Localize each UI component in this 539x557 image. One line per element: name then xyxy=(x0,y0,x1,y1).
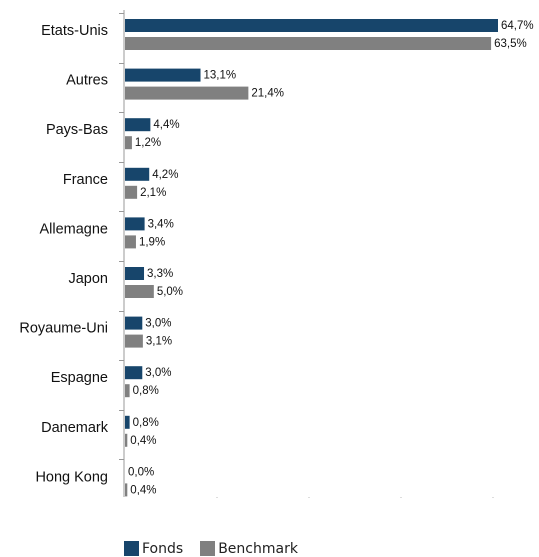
bar-benchmark xyxy=(125,86,249,100)
category-label: Danemark xyxy=(41,420,109,436)
bar-benchmark xyxy=(125,384,130,398)
bars xyxy=(125,19,498,497)
bar-benchmark xyxy=(125,37,492,50)
bar-benchmark xyxy=(125,136,132,150)
data-label: 3,3% xyxy=(147,268,173,280)
legend-item-benchmark: Benchmark xyxy=(200,541,298,557)
bar-benchmark xyxy=(125,285,154,298)
bar-benchmark xyxy=(125,483,128,497)
data-label: 3,0% xyxy=(145,367,171,379)
bar-fonds xyxy=(125,316,143,330)
legend-label-fonds: Fonds xyxy=(142,540,184,557)
bar-fonds xyxy=(125,415,130,429)
data-label: 0,8% xyxy=(133,385,159,397)
legend-label-benchmark: Benchmark xyxy=(218,540,298,557)
category-label: Japon xyxy=(68,271,108,287)
bar-benchmark xyxy=(125,235,136,249)
bar-benchmark xyxy=(125,185,138,199)
legend: Fonds Benchmark xyxy=(124,540,315,557)
data-label: 3,1% xyxy=(146,336,172,348)
bar-fonds xyxy=(125,167,150,181)
bar-benchmark xyxy=(125,433,128,447)
category-label: Autres xyxy=(66,73,108,89)
category-label: Hong Kong xyxy=(35,469,108,485)
bar-fonds xyxy=(125,217,145,231)
legend-item-fonds: Fonds xyxy=(124,541,183,557)
data-label: 3,4% xyxy=(148,218,174,230)
bar-fonds xyxy=(125,118,151,132)
data-label: 2,1% xyxy=(140,187,166,199)
category-label: Etats-Unis xyxy=(41,23,108,39)
category-label: Pays-Bas xyxy=(46,122,108,138)
bar-fonds xyxy=(125,68,201,82)
data-label: 0,4% xyxy=(130,435,156,447)
category-label: France xyxy=(63,172,108,188)
data-label: 64,7% xyxy=(501,20,534,32)
data-label: 4,2% xyxy=(152,169,178,181)
labels: Etats-Unis 64,7% 63,5% Autres 13,1% 21,4% Pays… xyxy=(19,20,533,496)
bar-benchmark xyxy=(125,334,143,348)
axis xyxy=(119,10,494,498)
data-label: 1,2% xyxy=(135,137,161,149)
category-label: Allemagne xyxy=(39,221,108,237)
bar-fonds xyxy=(125,267,145,280)
data-label: 3,0% xyxy=(145,318,171,330)
data-label: 0,8% xyxy=(133,417,159,429)
data-label: 4,4% xyxy=(153,119,179,131)
legend-swatch-benchmark xyxy=(200,541,216,556)
bar-fonds xyxy=(125,366,143,380)
data-label: 21,4% xyxy=(251,88,284,100)
data-label: 5,0% xyxy=(157,286,183,298)
data-label: 0,0% xyxy=(128,466,154,478)
data-label: 63,5% xyxy=(494,38,527,50)
data-label: 1,9% xyxy=(139,236,165,248)
data-label: 0,4% xyxy=(130,484,156,496)
bar-fonds xyxy=(125,19,498,32)
data-label: 13,1% xyxy=(204,70,237,82)
category-label: Royaume-Uni xyxy=(19,321,108,337)
category-label: Espagne xyxy=(51,370,108,386)
legend-swatch-fonds xyxy=(124,541,139,556)
